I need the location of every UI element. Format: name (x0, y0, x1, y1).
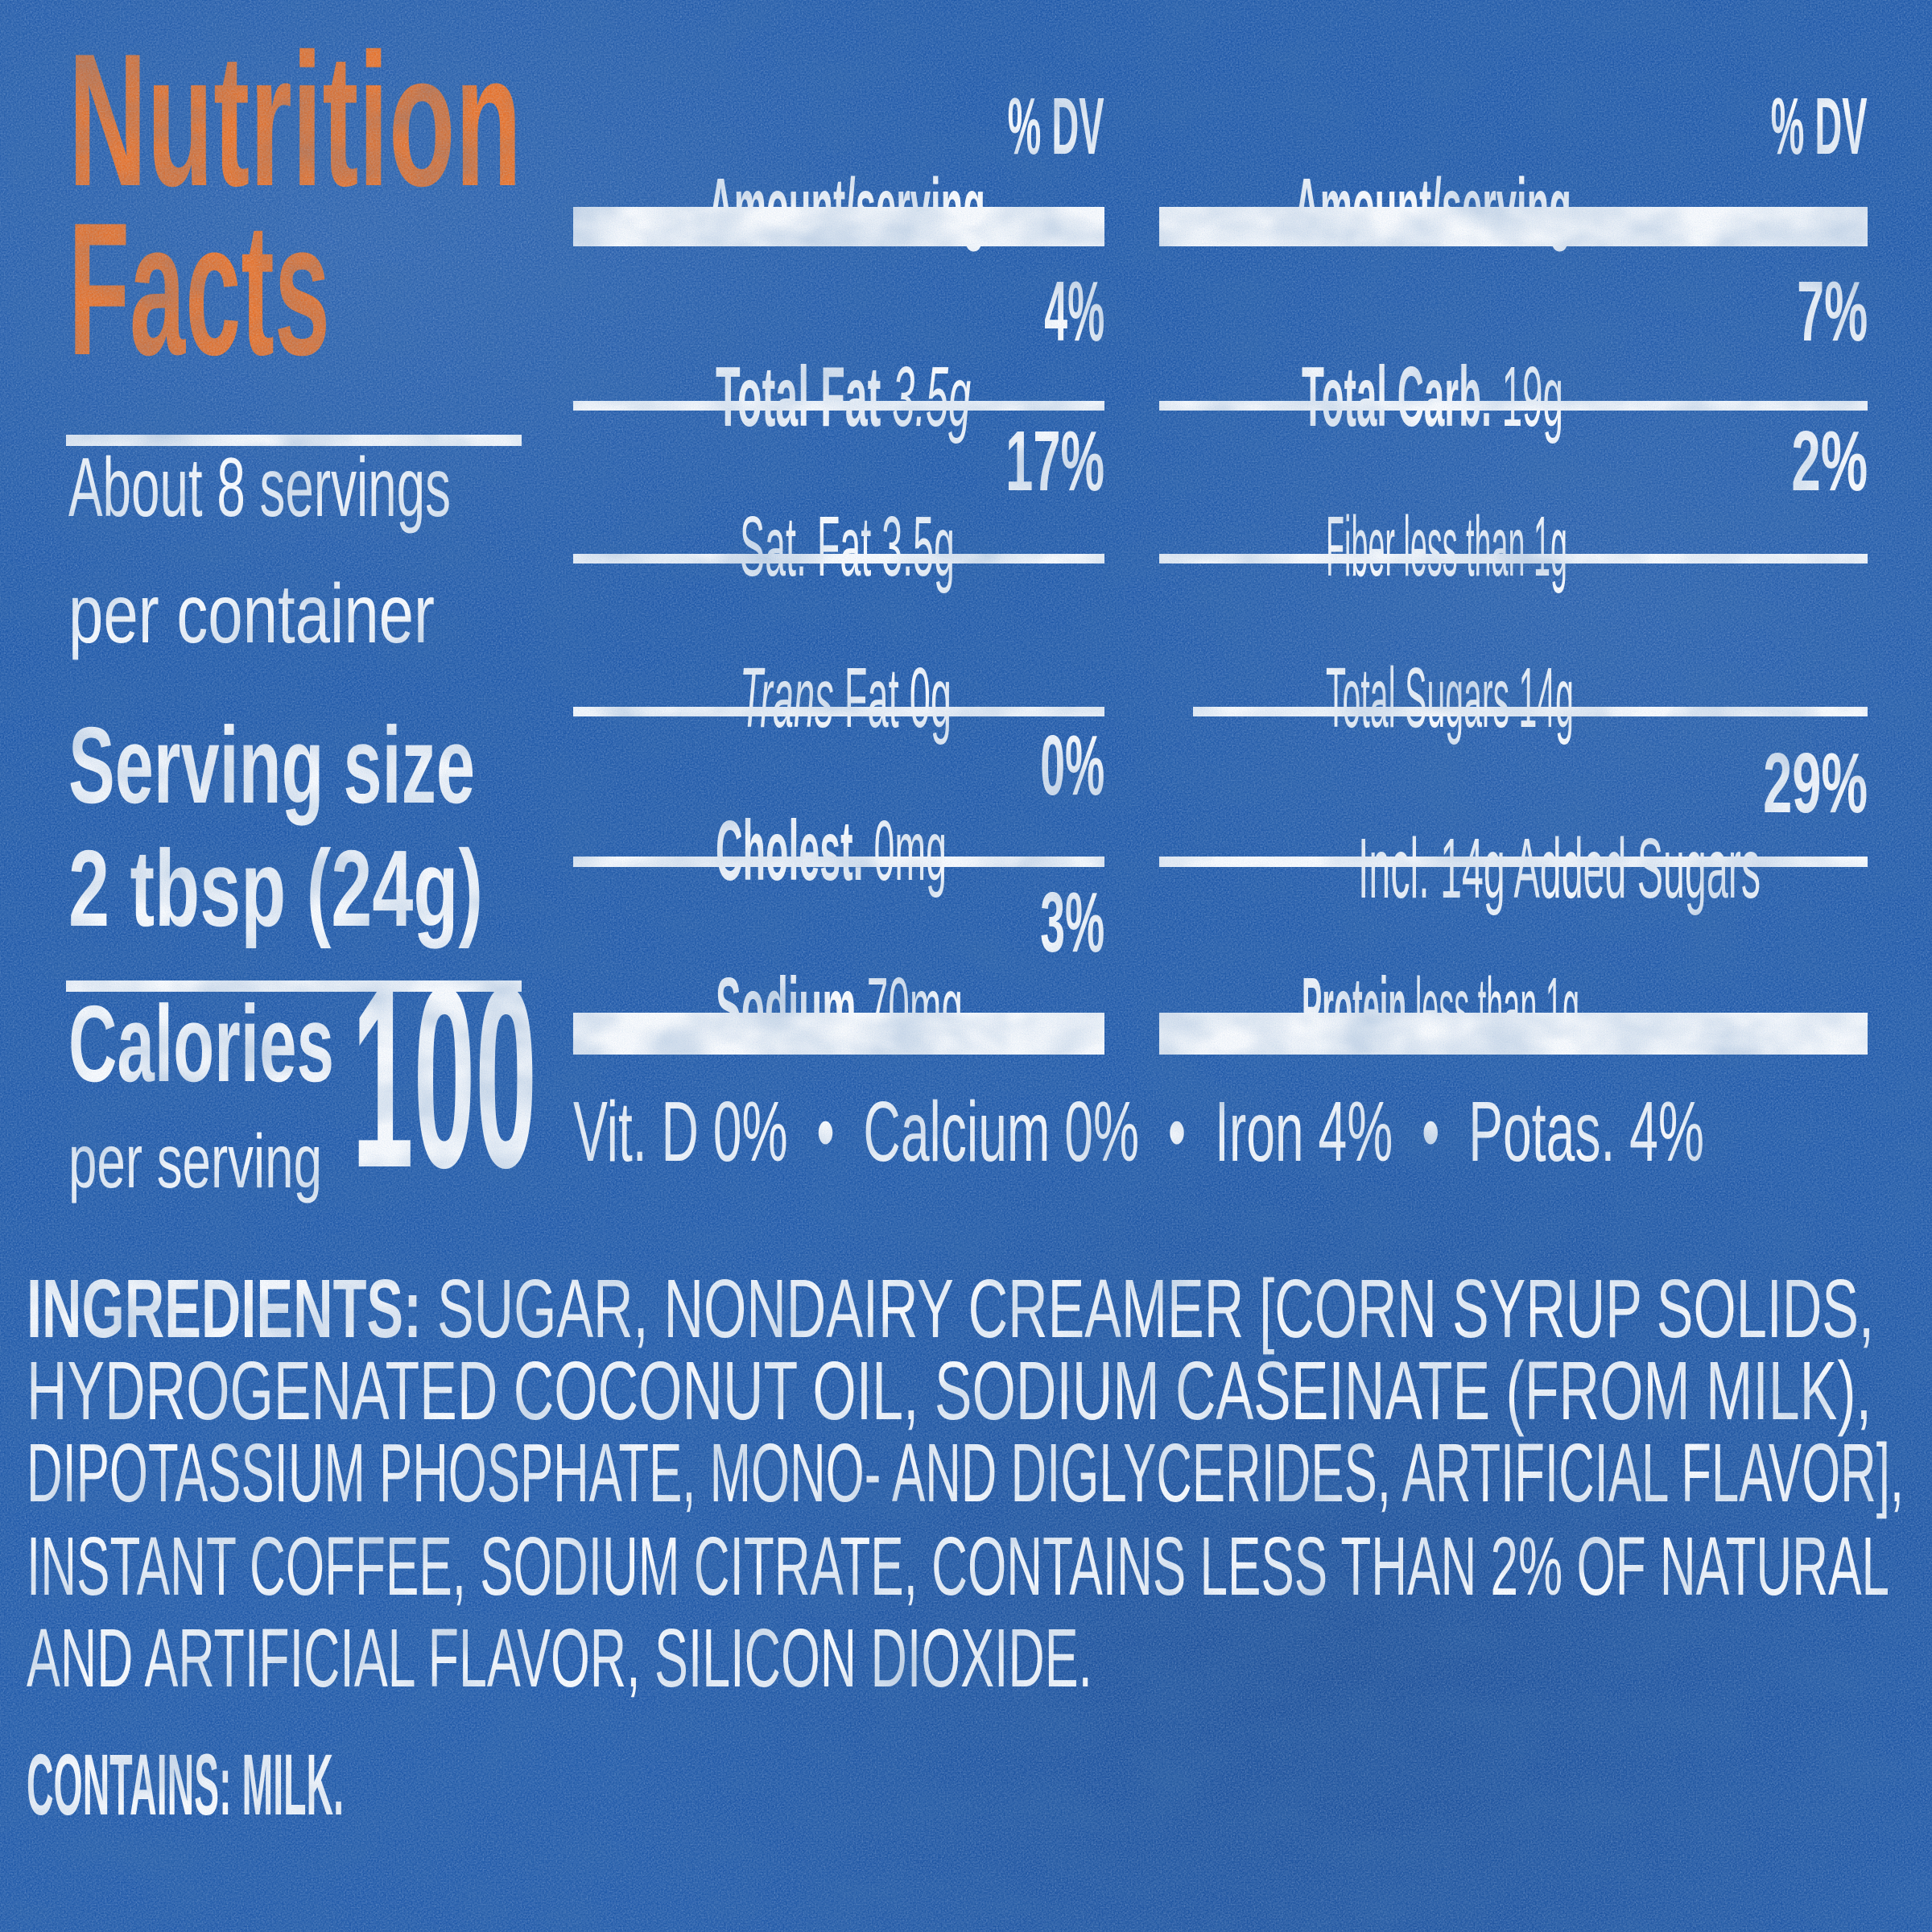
nutrition-facts-title-line-2: Facts (68, 183, 330, 394)
thin-rule (573, 401, 1104, 411)
ingredients-line-5: AND ARTIFICIAL FLAVOR, SILICON DIOXIDE. (27, 1612, 1092, 1704)
servings-per-container-line-2: per container (68, 568, 435, 661)
micronutrients-line: Vit. D 0% • Calcium 0% • Iron 4% • Potas… (573, 1084, 1704, 1179)
thin-rule (1193, 707, 1868, 716)
nutrient-dv: 3% (1040, 875, 1104, 970)
thin-rule (1159, 857, 1868, 867)
nutrient-dv: 4% (1044, 264, 1104, 359)
thick-rule (1159, 207, 1868, 246)
nutrient-dv: 7% (1797, 264, 1868, 359)
nutrient-dv: 29% (1763, 736, 1868, 831)
thin-rule (1159, 401, 1868, 411)
contains-statement: CONTAINS: MILK. (27, 1736, 344, 1833)
nutrient-dv: 17% (1005, 414, 1104, 509)
thick-rule (573, 1013, 1104, 1055)
ingredients-line-4: INSTANT COFFEE, SODIUM CITRATE, CONTAINS… (27, 1520, 1889, 1612)
ingredients-label: INGREDIENTS: (27, 1262, 422, 1355)
ingredients-line-3: DIPOTASSIUM PHOSPHATE, MONO- AND DIGLYCE… (27, 1426, 1904, 1519)
thick-rule (1159, 1013, 1868, 1055)
thin-rule (573, 707, 1104, 716)
thin-rule (1159, 554, 1868, 564)
nutrient-dv: 0% (1040, 718, 1104, 813)
thin-rule (573, 857, 1104, 867)
nutrient-dv: 2% (1791, 414, 1868, 509)
panel-header-dv: % DV (1771, 81, 1868, 171)
thin-rule (573, 554, 1104, 564)
nutrient-name: Total Sugars 14g (1325, 650, 1574, 745)
ingredients-line-2: HYDROGENATED COCONUT OIL, SODIUM CASEINA… (27, 1344, 1872, 1437)
thick-rule (573, 207, 1104, 246)
ingredients-line-1: INGREDIENTS: SUGAR, NONDAIRY CREAMER [CO… (27, 1262, 1874, 1355)
panel-header-dv: % DV (1008, 81, 1104, 171)
